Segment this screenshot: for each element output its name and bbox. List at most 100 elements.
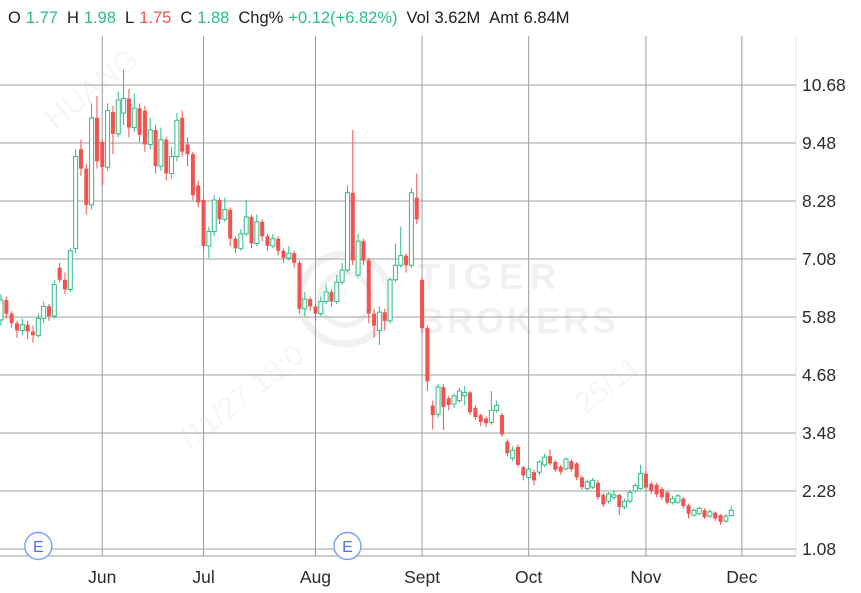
candle[interactable] — [526, 466, 532, 480]
candle[interactable] — [233, 236, 238, 254]
candle[interactable] — [126, 88, 131, 138]
candle[interactable] — [265, 233, 270, 251]
candle[interactable] — [728, 505, 734, 517]
candle[interactable] — [516, 444, 521, 467]
candle[interactable] — [627, 490, 633, 504]
candle[interactable] — [308, 296, 313, 312]
candle[interactable] — [718, 514, 723, 525]
candle[interactable] — [553, 460, 558, 472]
candle[interactable] — [649, 481, 654, 494]
candle[interactable] — [94, 96, 99, 169]
candle[interactable] — [164, 137, 169, 181]
candle[interactable] — [254, 214, 260, 246]
candle[interactable] — [46, 303, 51, 321]
candle[interactable] — [51, 279, 57, 319]
candle[interactable] — [574, 462, 579, 481]
candle[interactable] — [313, 303, 318, 321]
candle[interactable] — [542, 453, 548, 467]
candle[interactable] — [547, 449, 552, 466]
candle[interactable] — [110, 105, 115, 155]
candle[interactable] — [435, 383, 441, 418]
candle[interactable] — [387, 277, 393, 324]
candle[interactable] — [180, 110, 185, 157]
candle[interactable] — [302, 291, 308, 317]
candle[interactable] — [494, 400, 500, 413]
candle[interactable] — [41, 301, 47, 324]
candle[interactable] — [702, 508, 707, 520]
candle[interactable] — [643, 470, 648, 491]
candle[interactable] — [174, 113, 180, 162]
candle[interactable] — [334, 274, 340, 304]
candle[interactable] — [4, 296, 9, 319]
candle[interactable] — [14, 320, 19, 338]
candle[interactable] — [243, 200, 249, 237]
candle[interactable] — [318, 296, 324, 317]
candle[interactable] — [398, 226, 404, 268]
candle[interactable] — [115, 91, 121, 138]
candle[interactable] — [723, 514, 729, 523]
candle[interactable] — [153, 125, 158, 174]
candle[interactable] — [105, 103, 111, 172]
candle[interactable] — [276, 236, 281, 256]
candle[interactable] — [579, 475, 584, 491]
candle[interactable] — [376, 306, 382, 346]
candle[interactable] — [238, 229, 244, 251]
candle[interactable] — [632, 483, 638, 493]
candle[interactable] — [217, 197, 222, 225]
candle[interactable] — [595, 480, 600, 500]
candle[interactable] — [468, 390, 473, 416]
candle[interactable] — [25, 320, 30, 340]
candle[interactable] — [382, 308, 387, 331]
candle[interactable] — [691, 508, 697, 517]
candle[interactable] — [57, 262, 62, 283]
candle[interactable] — [713, 511, 718, 521]
candle[interactable] — [521, 465, 526, 481]
earnings-event-marker[interactable]: E — [24, 531, 53, 561]
candle[interactable] — [350, 129, 355, 266]
candle[interactable] — [270, 233, 276, 249]
candle[interactable] — [505, 439, 510, 457]
candle[interactable] — [590, 477, 596, 490]
candle[interactable] — [654, 482, 659, 498]
candle[interactable] — [297, 260, 302, 314]
candle[interactable] — [563, 457, 569, 471]
candle[interactable] — [611, 490, 617, 500]
earnings-event-marker[interactable]: E — [333, 531, 362, 561]
candle[interactable] — [147, 117, 153, 150]
candle[interactable] — [500, 412, 505, 437]
candle[interactable] — [142, 105, 147, 152]
candle[interactable] — [355, 233, 361, 278]
candle[interactable] — [196, 180, 201, 208]
candle[interactable] — [9, 311, 14, 329]
candle[interactable] — [420, 277, 425, 333]
candle[interactable] — [558, 464, 563, 475]
candle[interactable] — [681, 496, 686, 509]
candle[interactable] — [121, 69, 127, 126]
candle[interactable] — [35, 313, 41, 338]
candle[interactable] — [62, 272, 67, 295]
candle[interactable] — [366, 258, 371, 324]
candle[interactable] — [329, 289, 334, 307]
candle[interactable] — [451, 393, 457, 408]
candle[interactable] — [430, 400, 435, 430]
candle[interactable] — [675, 493, 681, 504]
candle[interactable] — [281, 248, 286, 263]
candle[interactable] — [488, 390, 494, 425]
candle[interactable] — [67, 248, 73, 292]
candle[interactable] — [73, 149, 79, 254]
candle[interactable] — [89, 103, 95, 210]
candle[interactable] — [622, 498, 628, 510]
candle[interactable] — [606, 491, 612, 504]
candle[interactable] — [286, 245, 292, 261]
candle[interactable] — [158, 127, 164, 172]
candle[interactable] — [211, 195, 217, 237]
candle[interactable] — [446, 395, 451, 411]
candle[interactable] — [686, 503, 691, 519]
candle[interactable] — [30, 325, 35, 343]
candle[interactable] — [185, 137, 190, 167]
candle[interactable] — [372, 308, 377, 338]
candle[interactable] — [638, 464, 644, 491]
candle[interactable] — [190, 151, 195, 201]
candle[interactable] — [392, 243, 398, 283]
